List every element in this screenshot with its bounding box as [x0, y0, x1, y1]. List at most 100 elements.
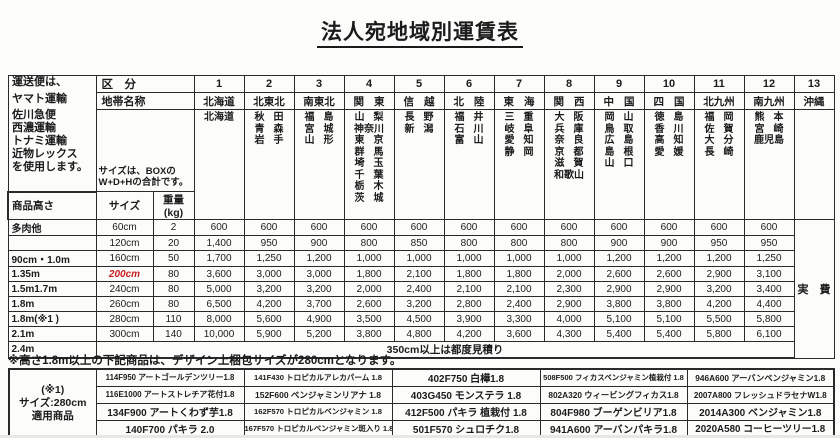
prefecture-name: 富山: [454, 135, 484, 146]
rate-value-cell: 3,500: [343, 311, 395, 327]
product-name-cell: 804F980 ブーゲンビリア1.8: [539, 402, 688, 421]
prefecture-name: 山形: [304, 135, 334, 146]
product-name-cell: 134F900 アートくわず芋1.8: [95, 402, 245, 421]
zone-number-cell: 12: [743, 75, 795, 93]
rate-value-cell: 2,400: [393, 281, 445, 297]
prefecture-name: 新潟: [404, 123, 434, 135]
prefecture-name: 山梨: [354, 112, 384, 123]
product-name-cell: 2014A300 ベンジャミン1.8: [686, 402, 835, 421]
rate-value-cell: 2,100: [443, 281, 495, 297]
product-name-cell: 152F600 ベンジャミンリアナ 1.8: [243, 385, 393, 404]
rate-value-cell: 2,100: [493, 281, 545, 297]
prefecture-list-cell: 徳島 香川 高知 愛媛: [643, 109, 695, 220]
rate-value-cell: 2,300: [543, 281, 595, 297]
prefecture-name: 広島: [604, 135, 634, 146]
prefecture-name: 愛知: [504, 135, 534, 146]
rate-value-cell: 600: [693, 219, 745, 236]
rate-value-cell: 8,000: [193, 311, 245, 327]
product-name-cell: 412F500 パキラ 植栽付 1.8: [391, 402, 541, 421]
prefecture-name: 兵庫: [554, 123, 584, 135]
product-name-cell: 403G450 モンステラ 1.8: [391, 385, 541, 404]
rate-value-cell: 4,200: [693, 296, 745, 312]
prefecture-list-cell: 福岡 佐賀 大分 長崎: [693, 109, 745, 220]
product-header-line: 適用商品: [31, 409, 74, 422]
prefecture-name: 三重: [504, 112, 534, 123]
rate-value-cell: 5,100: [643, 311, 695, 327]
prefecture-name: 東京: [354, 135, 384, 146]
zone-number-cell: 2: [243, 75, 295, 93]
prefecture-list-cell: 大阪 兵庫 奈良 京都 滋賀 和歌山: [543, 109, 595, 220]
rate-value-cell: 600: [743, 219, 795, 236]
product-name-cell: 946A600 アーバンベンジャミン1.8: [686, 368, 835, 387]
prefecture-name: 栃木: [354, 181, 384, 192]
rate-value-cell: 1,250: [243, 250, 295, 267]
footnote: ※高さ1.8m以上の下記商品は、デザイン上梱包サイズが280cmとなります。: [8, 355, 402, 367]
prefecture-name: 大分: [704, 135, 734, 146]
rate-value-cell: 4,200: [443, 326, 495, 342]
prefecture-name: 長崎: [704, 146, 734, 158]
rate-value-cell: 2,000: [343, 281, 395, 297]
rate-value-cell: 3,600: [193, 266, 245, 282]
prefecture-name: 香川: [654, 123, 684, 135]
prefecture-list-cell: 三重 岐阜 愛知 静岡: [493, 109, 545, 220]
prefecture-name: 奈良: [554, 135, 584, 146]
prefecture-name: 長野: [404, 112, 434, 123]
size-value-cell: 160cm: [95, 250, 154, 267]
zone-name-cell: 南九州: [743, 92, 795, 110]
prefecture-name: 群馬: [354, 146, 384, 158]
prefecture-list-cell: 熊本 宮崎 鹿児島: [743, 109, 795, 220]
rate-value-cell: 1,800: [493, 266, 545, 282]
prefecture-name: 徳島: [654, 112, 684, 123]
rate-value-cell: 2,600: [643, 266, 695, 282]
okinawa-fee-cell: 実 費: [793, 219, 835, 359]
rate-value-cell: 5,200: [293, 326, 345, 342]
page-title-text: 法人宛地域別運賃表: [317, 21, 523, 48]
zone-number-cell: 8: [543, 75, 595, 93]
size-header-cell: サイズ: [95, 191, 154, 220]
zone-name-cell: 関東: [343, 92, 395, 110]
rate-value-cell: 1,700: [193, 250, 245, 267]
prefecture-name: 京都: [554, 146, 584, 158]
rate-value-cell: 6,100: [743, 326, 795, 342]
size-value-cell: 280cm: [95, 311, 154, 327]
rate-value-cell: 5,500: [693, 311, 745, 327]
prefecture-name: 熊本: [754, 112, 784, 123]
table-top-left-gap: [7, 75, 97, 192]
zone-name-cell: 南東北: [293, 92, 345, 110]
prefecture-name: 愛媛: [654, 146, 684, 158]
prefecture-name: 岩手: [254, 135, 284, 146]
rate-value-cell: 3,600: [493, 326, 545, 342]
height-label-cell: 1.5m1.7m: [7, 281, 97, 297]
rate-value-cell: 900: [293, 235, 345, 251]
product-header-cell: (※1) サイズ:280cm 適用商品: [8, 368, 97, 438]
prefecture-list-cell: 岡山 鳥取 広島 島根 山口: [593, 109, 645, 220]
rate-value-cell: 600: [243, 219, 295, 236]
rate-value-cell: 2,900: [543, 296, 595, 312]
zone-name-cell: 北九州: [693, 92, 745, 110]
weight-value-cell: 50: [152, 250, 195, 267]
rate-value-cell: 600: [493, 219, 545, 236]
prefecture-name: 和歌山: [554, 169, 584, 181]
rate-value-cell: 600: [293, 219, 345, 236]
rate-value-cell: 1,200: [293, 250, 345, 267]
size-value-cell: 260cm: [95, 296, 154, 312]
rate-value-cell: 5,800: [743, 311, 795, 327]
zone-number-cell: 11: [693, 75, 745, 93]
prefecture-name: 佐賀: [704, 123, 734, 135]
prefecture-name: 福岡: [704, 112, 734, 123]
prefecture-name: 福島: [304, 112, 334, 123]
rate-value-cell: 5,800: [693, 326, 745, 342]
rate-value-cell: 5,600: [243, 311, 295, 327]
rate-value-cell: 800: [543, 235, 595, 251]
zone-name-cell: 東海: [493, 92, 545, 110]
rate-value-cell: 600: [193, 219, 245, 236]
zone-name-cell: 中国: [593, 92, 645, 110]
size-value-cell: 200cm: [95, 266, 154, 282]
weight-header-cell: 重量(kg): [152, 191, 195, 220]
rate-value-cell: 2,100: [393, 266, 445, 282]
rate-value-cell: 3,200: [293, 281, 345, 297]
prefecture-name: 石川: [454, 123, 484, 135]
prefecture-name: 大阪: [554, 112, 584, 123]
product-name-cell: 402F750 白樺1.8: [391, 368, 541, 387]
rate-value-cell: 600: [393, 219, 445, 236]
